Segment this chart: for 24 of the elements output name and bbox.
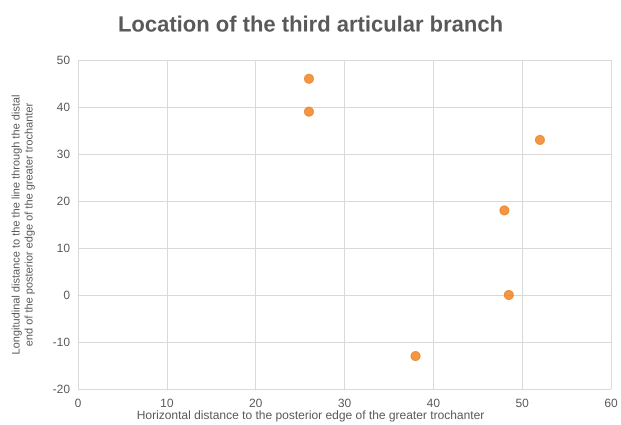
y-tick-label: 40 — [56, 100, 70, 114]
y-tick-label: 20 — [56, 194, 70, 208]
x-tick-label: 30 — [338, 396, 352, 410]
y-axis-title: Longitudinal distance to the the line through the distal end of the posterior edge of the greater trochanter — [10, 94, 36, 354]
point — [410, 351, 421, 362]
point — [534, 134, 545, 145]
x-axis-title: Horizontal distance to the posterior edge of the greater trochanter — [136, 408, 484, 422]
point — [499, 205, 510, 216]
x-tick-label: 0 — [74, 396, 82, 410]
point — [504, 290, 514, 300]
x-tick-label: 20 — [248, 396, 263, 410]
y-tick-label: 10 — [56, 241, 70, 255]
y-tick-label: 50 — [56, 53, 70, 67]
x-tick-label: 50 — [515, 396, 530, 410]
point — [304, 74, 314, 84]
point — [304, 106, 314, 117]
x-tick-label: 60 — [604, 396, 618, 410]
y-tick-label: 30 — [56, 147, 70, 161]
x-tick-label: 10 — [160, 396, 174, 410]
y-tick-label: -20 — [52, 382, 70, 396]
chart-title: Location of the third articular branch — [118, 12, 504, 36]
y-tick-label: -10 — [52, 335, 70, 349]
y-tick-label: 0 — [63, 288, 70, 302]
x-tick-label: 40 — [426, 396, 440, 410]
